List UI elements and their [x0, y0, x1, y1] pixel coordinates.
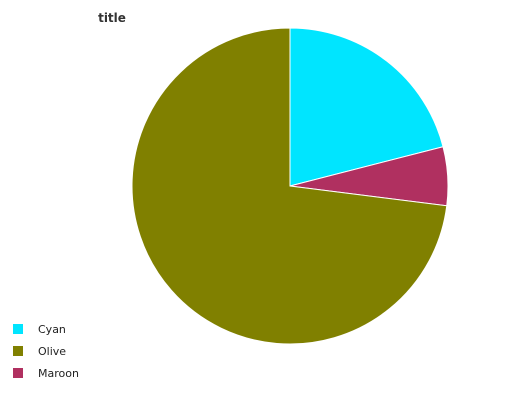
legend-label-cyan: Cyan: [38, 323, 66, 336]
legend-swatch-maroon: [13, 368, 23, 378]
pie-slice-cyan: [289, 27, 444, 187]
legend-swatch-olive: [13, 346, 23, 356]
legend-label-maroon: Maroon: [38, 367, 79, 380]
legend-label-olive: Olive: [38, 345, 66, 358]
pie-slices: [131, 27, 449, 345]
pie-slice-olive: [131, 27, 448, 345]
chart-title: title: [98, 11, 126, 25]
legend-swatch-cyan: [13, 324, 23, 334]
legend: Cyan Olive Maroon: [13, 323, 79, 380]
